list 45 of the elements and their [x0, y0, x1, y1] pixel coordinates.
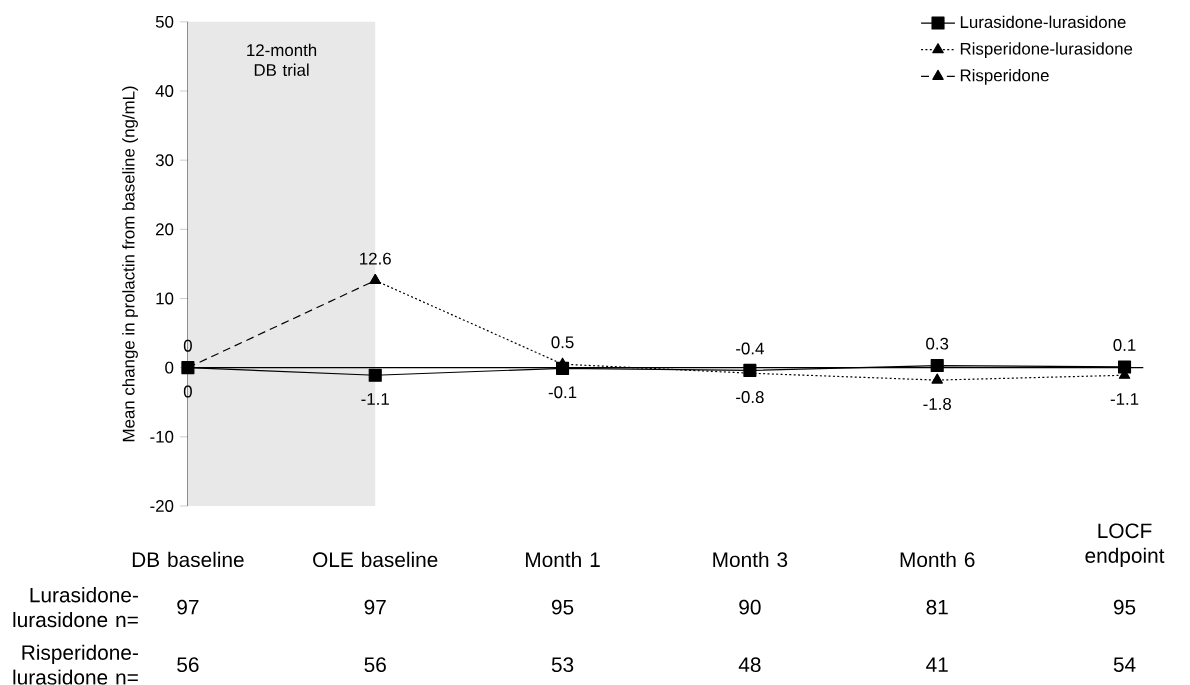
- y-tick-label: 0: [165, 361, 174, 374]
- y-tick-label: 40: [155, 85, 174, 98]
- y-axis-title: Mean change in prolactin from baseline (ng/mL): [122, 86, 138, 442]
- legend-label: Risperidone: [960, 69, 1049, 85]
- data-label: -0.4: [736, 342, 764, 355]
- x-tick-label: Month 1: [526, 551, 600, 568]
- y-tick-label: 20: [156, 223, 174, 236]
- band-label: 12-month DB trial: [247, 43, 317, 77]
- legend-label: Lurasidone-lurasidone: [960, 15, 1126, 29]
- text: Risperidone-lurasidone n=: [13, 644, 138, 685]
- x-tick-label: OLE baseline: [313, 551, 438, 568]
- text: 95: [1113, 599, 1136, 615]
- text: 53: [551, 657, 574, 673]
- data-label: 12.6: [360, 252, 391, 265]
- text: 56: [364, 657, 386, 673]
- text: 97: [364, 599, 386, 615]
- text: 54: [1113, 657, 1136, 673]
- y-tick-label: 30: [155, 154, 174, 167]
- text: 95: [551, 599, 574, 615]
- y-tick-label: -10: [150, 430, 174, 443]
- text: 90: [739, 599, 761, 615]
- text: 97: [177, 599, 199, 615]
- data-label: -1.1: [361, 393, 389, 405]
- data-label: -1.1: [1110, 393, 1139, 405]
- data-label: -0.8: [736, 391, 764, 404]
- x-tick-label: DB baseline: [132, 551, 244, 568]
- data-label: 0.5: [551, 336, 574, 349]
- y-tick-label: 50: [155, 16, 174, 28]
- text: Lurasidone-lurasidone n=: [13, 587, 138, 628]
- data-label: 0: [183, 385, 192, 398]
- text: 56: [177, 657, 199, 673]
- x-tick-label: LOCF endpoint: [1085, 523, 1165, 568]
- y-tick-label: -20: [150, 500, 174, 513]
- text: 81: [926, 599, 948, 615]
- data-label: 0.1: [1113, 339, 1136, 352]
- data-label: -0.1: [548, 386, 577, 399]
- x-tick-label: Month 6: [900, 551, 975, 568]
- text: 48: [738, 657, 761, 673]
- data-label: -1.8: [923, 398, 952, 411]
- legend-label: Risperidone-lurasidone: [960, 42, 1133, 59]
- y-tick-label: 10: [156, 292, 174, 305]
- text: 41: [926, 657, 948, 672]
- data-label: 0.3: [926, 337, 949, 350]
- x-tick-label: Month 3: [713, 551, 788, 568]
- data-label: 0: [183, 339, 192, 352]
